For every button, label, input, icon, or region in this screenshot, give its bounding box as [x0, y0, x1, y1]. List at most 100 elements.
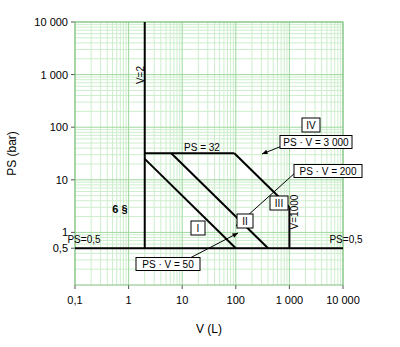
minor-grid-line	[75, 111, 343, 112]
y-tick-label: 100	[50, 121, 68, 133]
labels: V=2 PS=0,5 PS = 32 PS · V = 50 PS · V = 200 P…	[67, 66, 363, 271]
minor-grid-line	[321, 22, 322, 285]
box-label: PS · V = 3 000	[283, 137, 349, 148]
x-grid-line	[128, 22, 129, 285]
box-label: I	[197, 223, 200, 234]
minor-grid-line	[120, 22, 121, 285]
series-label: PS = 32	[184, 142, 220, 153]
minor-grid-line	[75, 58, 343, 59]
minor-grid-line	[126, 22, 127, 285]
x-tick	[235, 285, 236, 289]
y-tick	[71, 179, 75, 180]
y-tick-label: 0,5	[53, 242, 68, 254]
minor-grid-line	[75, 49, 343, 50]
arrow-head	[232, 233, 238, 238]
minor-grid-line	[334, 22, 335, 285]
minor-grid-line	[112, 22, 113, 285]
x-tick	[128, 285, 129, 289]
x-tick-label: 10 000	[326, 294, 360, 306]
x-tick-label: 0,1	[67, 294, 82, 306]
minor-grid-line	[123, 22, 124, 285]
x-tick-label: 1 000	[276, 294, 304, 306]
plot-frame	[75, 22, 343, 285]
y-tick	[71, 232, 75, 233]
box-label: II	[242, 216, 248, 227]
box-label: PS · V = 200	[300, 166, 357, 177]
minor-grid-line	[326, 22, 327, 285]
minor-grid-line	[75, 24, 343, 25]
minor-grid-line	[305, 22, 306, 285]
chart: 0,11101001 00010 0000,51101001 00010 000…	[0, 0, 400, 347]
label-box	[191, 221, 205, 235]
minor-grid-line	[273, 22, 274, 285]
x-tick	[343, 285, 344, 289]
callout-arrow	[190, 233, 238, 258]
y-grid-line	[75, 74, 343, 75]
y-tick	[71, 22, 75, 23]
x-tick-label: 100	[227, 294, 245, 306]
label-box	[280, 136, 352, 149]
x-tick-label: 10	[176, 294, 188, 306]
y-tick-label: 1 000	[40, 69, 68, 81]
minor-grid-line	[75, 237, 343, 238]
minor-grid-line	[281, 22, 282, 285]
x-grid-line	[289, 22, 290, 285]
label-box	[237, 214, 253, 228]
series-label: V=1000	[289, 194, 300, 229]
y-axis-title: PS (bar)	[5, 131, 19, 176]
label-box	[302, 118, 320, 132]
minor-grid-line	[340, 22, 341, 285]
box-label: PS · V = 50	[142, 259, 194, 270]
annotation: 6 §	[112, 203, 127, 215]
minor-grid-line	[75, 33, 343, 34]
minor-grid-line	[277, 22, 278, 285]
label-box	[294, 165, 362, 178]
y-tick	[71, 127, 75, 128]
minor-grid-line	[75, 82, 343, 83]
y-tick-label: 10	[56, 174, 68, 186]
annotation: PS=0,5	[329, 234, 363, 245]
x-axis-title: V (L)	[196, 322, 222, 336]
minor-grid-line	[261, 22, 262, 285]
minor-grid-line	[286, 22, 287, 285]
minor-grid	[75, 22, 343, 285]
minor-grid-line	[100, 22, 101, 285]
minor-grid-line	[75, 240, 343, 241]
label-box	[136, 258, 200, 271]
minor-grid-line	[75, 77, 343, 78]
minor-grid-line	[75, 154, 343, 155]
minor-grid-line	[75, 253, 343, 254]
label-box	[270, 196, 288, 210]
minor-grid-line	[75, 216, 343, 217]
minor-grid-line	[75, 102, 343, 103]
minor-grid-line	[75, 27, 343, 28]
minor-grid-line	[251, 22, 252, 285]
series-label: V=2	[135, 66, 146, 85]
box-label: III	[275, 198, 283, 209]
minor-grid-line	[107, 22, 108, 285]
minor-grid-line	[75, 200, 343, 201]
minor-grid-line	[91, 22, 92, 285]
minor-grid-line	[116, 22, 117, 285]
minor-grid-line	[337, 22, 338, 285]
minor-grid-line	[75, 269, 343, 270]
y-grid-line	[75, 232, 343, 233]
minor-grid-line	[75, 187, 343, 188]
series-label: PS=0,5	[67, 234, 101, 245]
y-tick	[71, 248, 75, 249]
x-tick	[182, 285, 183, 289]
minor-grid-line	[75, 42, 343, 43]
minor-grid-line	[75, 86, 343, 87]
x-tick-label: 1	[126, 294, 132, 306]
box-label: IV	[306, 120, 316, 131]
minor-grid-line	[75, 195, 343, 196]
minor-grid-line	[75, 234, 343, 235]
y-grid-line	[75, 179, 343, 180]
minor-grid-line	[75, 95, 343, 96]
minor-grid-line	[75, 259, 343, 260]
callout-arrow	[262, 146, 282, 154]
minor-grid-line	[314, 22, 315, 285]
minor-grid-line	[75, 37, 343, 38]
minor-grid-line	[75, 184, 343, 185]
boundary-line	[144, 22, 146, 248]
